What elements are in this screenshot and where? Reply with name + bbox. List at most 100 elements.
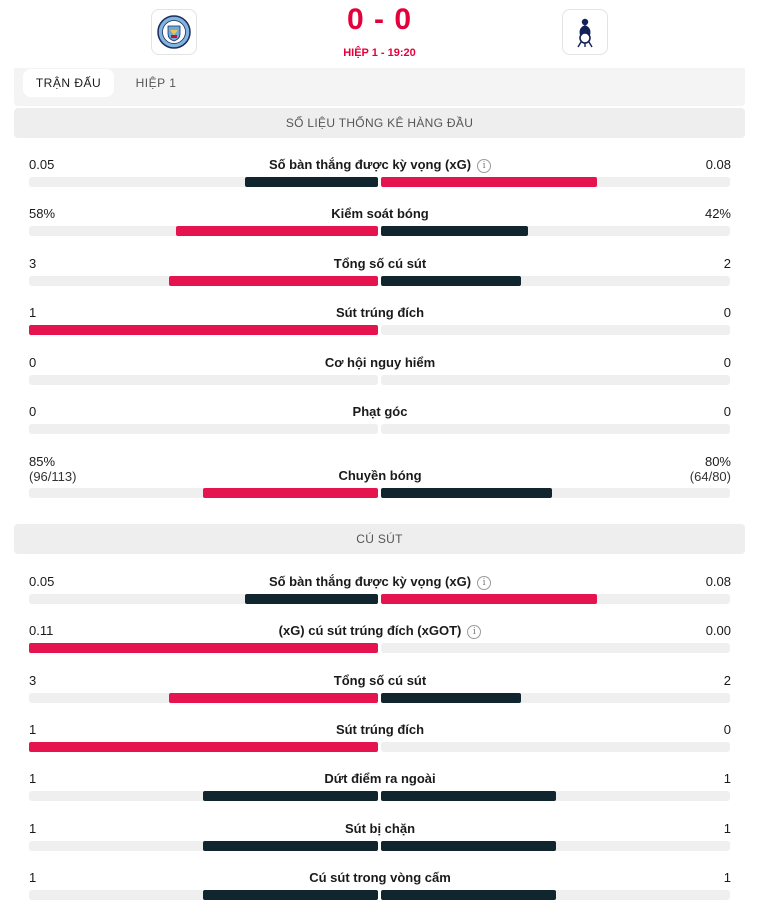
home-stat-bar xyxy=(203,890,378,900)
stat-row-sut-trung-dich: 1 0 Sút trúng đích xyxy=(29,305,731,337)
away-stat-bar-track xyxy=(381,594,730,604)
stat-name-label: Tổng số cú sút xyxy=(333,673,427,688)
away-stat-value: 1 xyxy=(723,821,731,836)
home-stat-value: 3 xyxy=(29,673,37,688)
home-stat-value: 1 xyxy=(29,771,37,786)
home-stat-value: 85% xyxy=(29,454,56,469)
away-stat-bar-track xyxy=(381,375,730,385)
stat-name-label: Kiểm soát bóng xyxy=(331,206,429,221)
home-stat-value: 0.05 xyxy=(29,157,55,172)
away-stat-bar xyxy=(381,276,521,286)
away-stat-value: 2 xyxy=(723,673,731,688)
home-stat-bar-track xyxy=(29,841,378,851)
home-stat-bar-track xyxy=(29,177,378,187)
home-stat-bar-track xyxy=(29,375,378,385)
away-stat-value: 0.08 xyxy=(705,574,731,589)
stat-row-tong-so-cu-sut: 3 2 Tổng số cú sút xyxy=(29,256,731,288)
away-stat-bar-track xyxy=(381,488,730,498)
home-team-crest[interactable] xyxy=(151,9,197,55)
stat-name: (xG) cú sút trúng đích (xGOT) i xyxy=(29,623,731,639)
home-stat-bar-track xyxy=(29,643,378,653)
home-stat-bar xyxy=(203,791,378,801)
home-stat-bar-track xyxy=(29,488,378,498)
stat-name: Sút trúng đích xyxy=(29,722,731,737)
stat-name: Cú sút trong vòng cấm xyxy=(29,870,731,885)
stat-name-label: Chuyền bóng xyxy=(338,468,422,483)
away-stat-value: 0 xyxy=(723,404,731,419)
away-stat-bar xyxy=(381,791,556,801)
home-stat-bar xyxy=(169,276,378,286)
tab-first-half[interactable]: HIỆP 1 xyxy=(135,76,177,90)
away-stat-bar-track xyxy=(381,226,730,236)
stat-name-label: Số bàn thắng được kỳ vọng (xG) xyxy=(268,574,472,589)
home-stat-bar xyxy=(203,841,378,851)
manchester-city-crest-icon xyxy=(157,15,191,49)
stat-row-sut-trung-dich: 1 0 Sút trúng đích xyxy=(29,722,731,754)
away-stat-bar xyxy=(381,226,528,236)
away-stat-value: 0 xyxy=(723,305,731,320)
away-stat-bar xyxy=(381,488,552,498)
stat-row-so-ban-thang-duoc-ky-vong-xg: 0.05 0.08 Số bàn thắng được kỳ vọng (xG) i xyxy=(29,157,731,189)
stat-name: Cơ hội nguy hiểm xyxy=(29,355,731,370)
away-stat-value: 0.08 xyxy=(705,157,731,172)
home-stat-value: 1 xyxy=(29,722,37,737)
tab-match[interactable]: TRẬN ĐẤU xyxy=(23,69,114,97)
home-stat-value: 1 xyxy=(29,305,37,320)
stat-row-cu-sut-trong-vong-cam: 1 1 Cú sút trong vòng cấm xyxy=(29,870,731,902)
home-stat-bar xyxy=(176,226,378,236)
stat-name-label: Số bàn thắng được kỳ vọng (xG) xyxy=(268,157,472,172)
tottenham-crest-icon xyxy=(577,18,593,48)
stat-name: Chuyền bóng xyxy=(29,468,731,483)
stat-name: Dứt điểm ra ngoài xyxy=(29,771,731,786)
info-icon[interactable]: i xyxy=(477,576,492,590)
home-stat-bar-track xyxy=(29,424,378,434)
stat-row-phat-goc: 0 0 Phạt góc xyxy=(29,404,731,436)
home-stat-value: 1 xyxy=(29,870,37,885)
info-icon[interactable]: i xyxy=(477,159,492,173)
period-tabs: TRẬN ĐẤU HIỆP 1 xyxy=(14,68,745,106)
away-team-crest[interactable] xyxy=(562,9,608,55)
section-header-cu-sut: CÚ SÚT xyxy=(14,524,745,554)
away-stat-value: 2 xyxy=(723,256,731,271)
home-stat-value: 0 xyxy=(29,355,37,370)
away-stat-value: 42% xyxy=(704,206,731,221)
home-stat-bar-track xyxy=(29,276,378,286)
away-stat-bar-track xyxy=(381,693,730,703)
away-stat-bar-track xyxy=(381,177,730,187)
away-stat-detail: (64/80) xyxy=(689,469,731,484)
home-stat-bar xyxy=(245,594,378,604)
away-stat-bar xyxy=(381,693,521,703)
stat-row-kiem-soat-bong: 58% 42% Kiểm soát bóng xyxy=(29,206,731,238)
away-stat-bar xyxy=(381,841,556,851)
stat-name: Sút bị chặn xyxy=(29,821,731,836)
stat-row-sut-bi-chan: 1 1 Sút bị chặn xyxy=(29,821,731,853)
away-stat-value: 0 xyxy=(723,722,731,737)
stat-name-label: Dứt điểm ra ngoài xyxy=(324,771,436,786)
home-stat-bar-track xyxy=(29,594,378,604)
away-stat-bar-track xyxy=(381,742,730,752)
home-stat-detail: (96/113) xyxy=(29,469,77,484)
home-stat-value: 3 xyxy=(29,256,37,271)
match-score: 0 - 0 xyxy=(346,3,413,36)
match-header: 0 - 0 HIỆP 1 - 19:20 xyxy=(0,0,759,68)
home-stat-bar xyxy=(245,177,378,187)
info-icon[interactable]: i xyxy=(467,625,482,639)
stat-name-label: Tổng số cú sút xyxy=(333,256,427,271)
away-stat-bar-track xyxy=(381,890,730,900)
section-header-so-lieu-thong-ke-hang-dau: SỐ LIỆU THỐNG KÊ HÀNG ĐẦU xyxy=(14,108,745,138)
stat-name: Tổng số cú sút xyxy=(29,256,731,271)
away-stat-value: 0.00 xyxy=(705,623,731,638)
stat-row-so-ban-thang-duoc-ky-vong-xg: 0.05 0.08 Số bàn thắng được kỳ vọng (xG) i xyxy=(29,574,731,606)
stat-name-label: Sút trúng đích xyxy=(335,305,425,320)
away-stat-bar-track xyxy=(381,841,730,851)
stat-name-label: Phạt góc xyxy=(352,404,408,419)
away-stat-bar-track xyxy=(381,424,730,434)
away-stat-bar-track xyxy=(381,325,730,335)
away-stat-bar-track xyxy=(381,791,730,801)
away-stat-value: 1 xyxy=(723,771,731,786)
away-stat-bar xyxy=(381,890,556,900)
home-stat-bar-track xyxy=(29,890,378,900)
home-stat-bar xyxy=(169,693,378,703)
home-stat-value: 0.05 xyxy=(29,574,55,589)
home-stat-value: 58% xyxy=(29,206,56,221)
